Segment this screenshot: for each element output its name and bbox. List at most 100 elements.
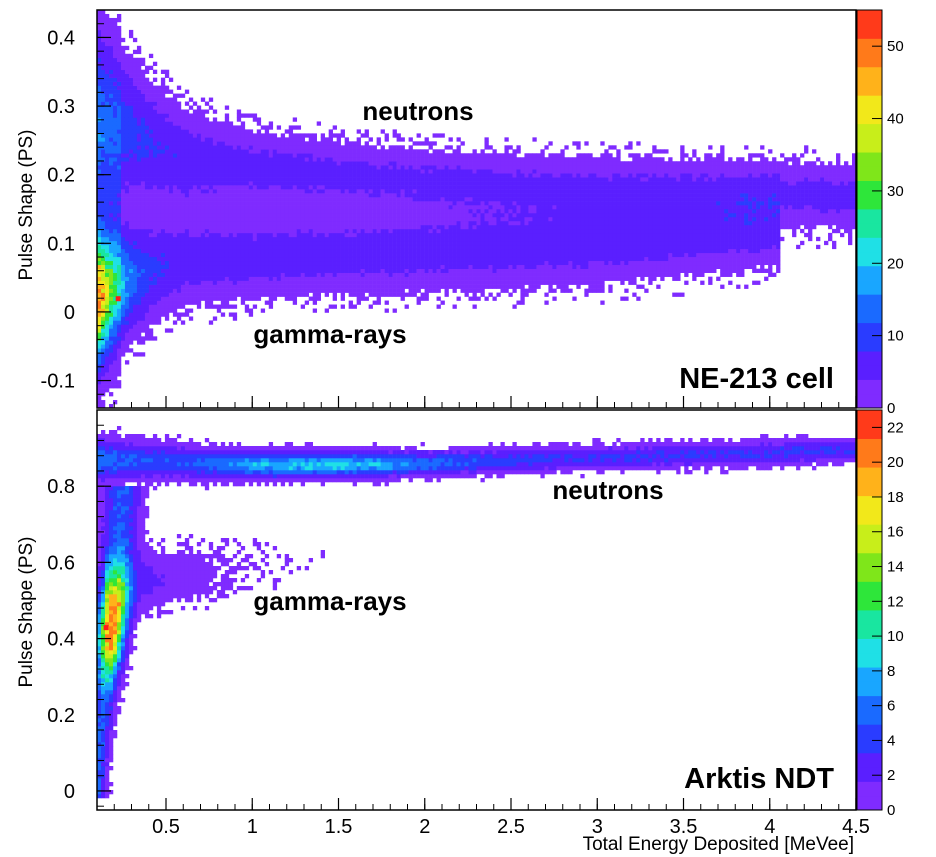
density-cell [240, 280, 246, 285]
density-cell [328, 181, 333, 186]
density-cell [100, 149, 106, 154]
density-cell [488, 177, 493, 182]
density-cell [380, 220, 385, 226]
density-cell [236, 161, 242, 166]
density-cell [428, 284, 433, 289]
density-cell [232, 236, 238, 242]
density-cell [160, 205, 166, 210]
density-cell [344, 181, 349, 186]
density-cell [97, 224, 102, 230]
density-cell [240, 161, 246, 166]
density-cell [112, 69, 118, 74]
density-cell [204, 240, 210, 246]
density-cell [120, 336, 126, 341]
density-cell [432, 165, 437, 170]
density-cell [312, 256, 318, 262]
density-cell [232, 149, 238, 154]
density-cell [180, 93, 186, 98]
density-cell [116, 336, 122, 341]
density-cell [184, 141, 190, 146]
density-cell [388, 161, 393, 166]
density-cell [340, 264, 345, 269]
density-cell [308, 161, 314, 166]
density-cell [156, 316, 162, 321]
density-cell [304, 133, 310, 138]
density-cell [172, 109, 178, 114]
density-cell [396, 260, 401, 266]
density-cell [120, 312, 126, 317]
density-cell [124, 141, 130, 146]
density-cell [100, 284, 106, 289]
density-cell [444, 173, 449, 178]
density-cell [97, 197, 102, 202]
density-cell [472, 280, 477, 285]
density-cell [212, 240, 218, 246]
density-cell [124, 113, 130, 118]
density-cell [116, 53, 122, 59]
density-cell [144, 157, 150, 162]
density-cell [160, 141, 166, 146]
density-cell [136, 161, 142, 166]
density-cell [308, 181, 314, 186]
density-cell [444, 205, 449, 210]
density-cell [444, 244, 449, 250]
density-cell [200, 228, 206, 234]
density-cell [116, 276, 122, 281]
density-cell [116, 73, 122, 78]
density-cell [196, 244, 202, 250]
density-cell [248, 212, 254, 218]
density-cell [320, 197, 325, 202]
density-cell [148, 201, 154, 206]
density-cell [396, 137, 401, 142]
density-cell [280, 272, 286, 277]
density-cell [272, 276, 278, 281]
density-cell [240, 121, 246, 126]
density-cell [112, 193, 118, 198]
density-cell [372, 224, 377, 230]
density-cell [244, 149, 250, 154]
density-cell [300, 169, 306, 174]
density-cell [260, 177, 266, 182]
density-cell [468, 209, 473, 214]
density-cell [188, 264, 194, 269]
density-cell [232, 165, 238, 170]
density-cell [176, 189, 182, 194]
density-cell [352, 224, 357, 230]
density-cell [184, 216, 190, 222]
density-cell [252, 197, 258, 202]
density-cell [272, 157, 278, 162]
density-cell [456, 252, 461, 258]
density-cell [128, 93, 134, 98]
density-cell [368, 256, 373, 262]
density-cell [244, 161, 250, 166]
density-cell [152, 161, 158, 166]
density-cell [292, 212, 298, 218]
density-cell [460, 276, 465, 281]
density-cell [476, 248, 481, 254]
density-cell [120, 113, 126, 118]
density-cell [444, 185, 449, 190]
density-cell [344, 244, 349, 250]
density-cell [472, 165, 477, 170]
density-cell [448, 157, 453, 162]
density-cell [468, 169, 473, 174]
density-cell [200, 109, 206, 114]
density-cell [120, 260, 126, 266]
density-cell [344, 165, 349, 170]
density-cell [176, 209, 182, 214]
density-cell [256, 280, 262, 285]
density-cell [248, 280, 254, 285]
density-cell [496, 292, 501, 297]
density-cell [364, 296, 369, 301]
density-cell [456, 181, 461, 186]
density-cell [104, 101, 110, 106]
density-cell [292, 157, 298, 162]
density-cell [292, 161, 298, 166]
density-cell [128, 97, 134, 102]
density-cell [280, 292, 286, 297]
density-cell [412, 288, 417, 293]
density-cell [188, 117, 194, 122]
density-cell [396, 268, 401, 273]
density-cell [168, 288, 174, 293]
density-cell [236, 220, 242, 226]
